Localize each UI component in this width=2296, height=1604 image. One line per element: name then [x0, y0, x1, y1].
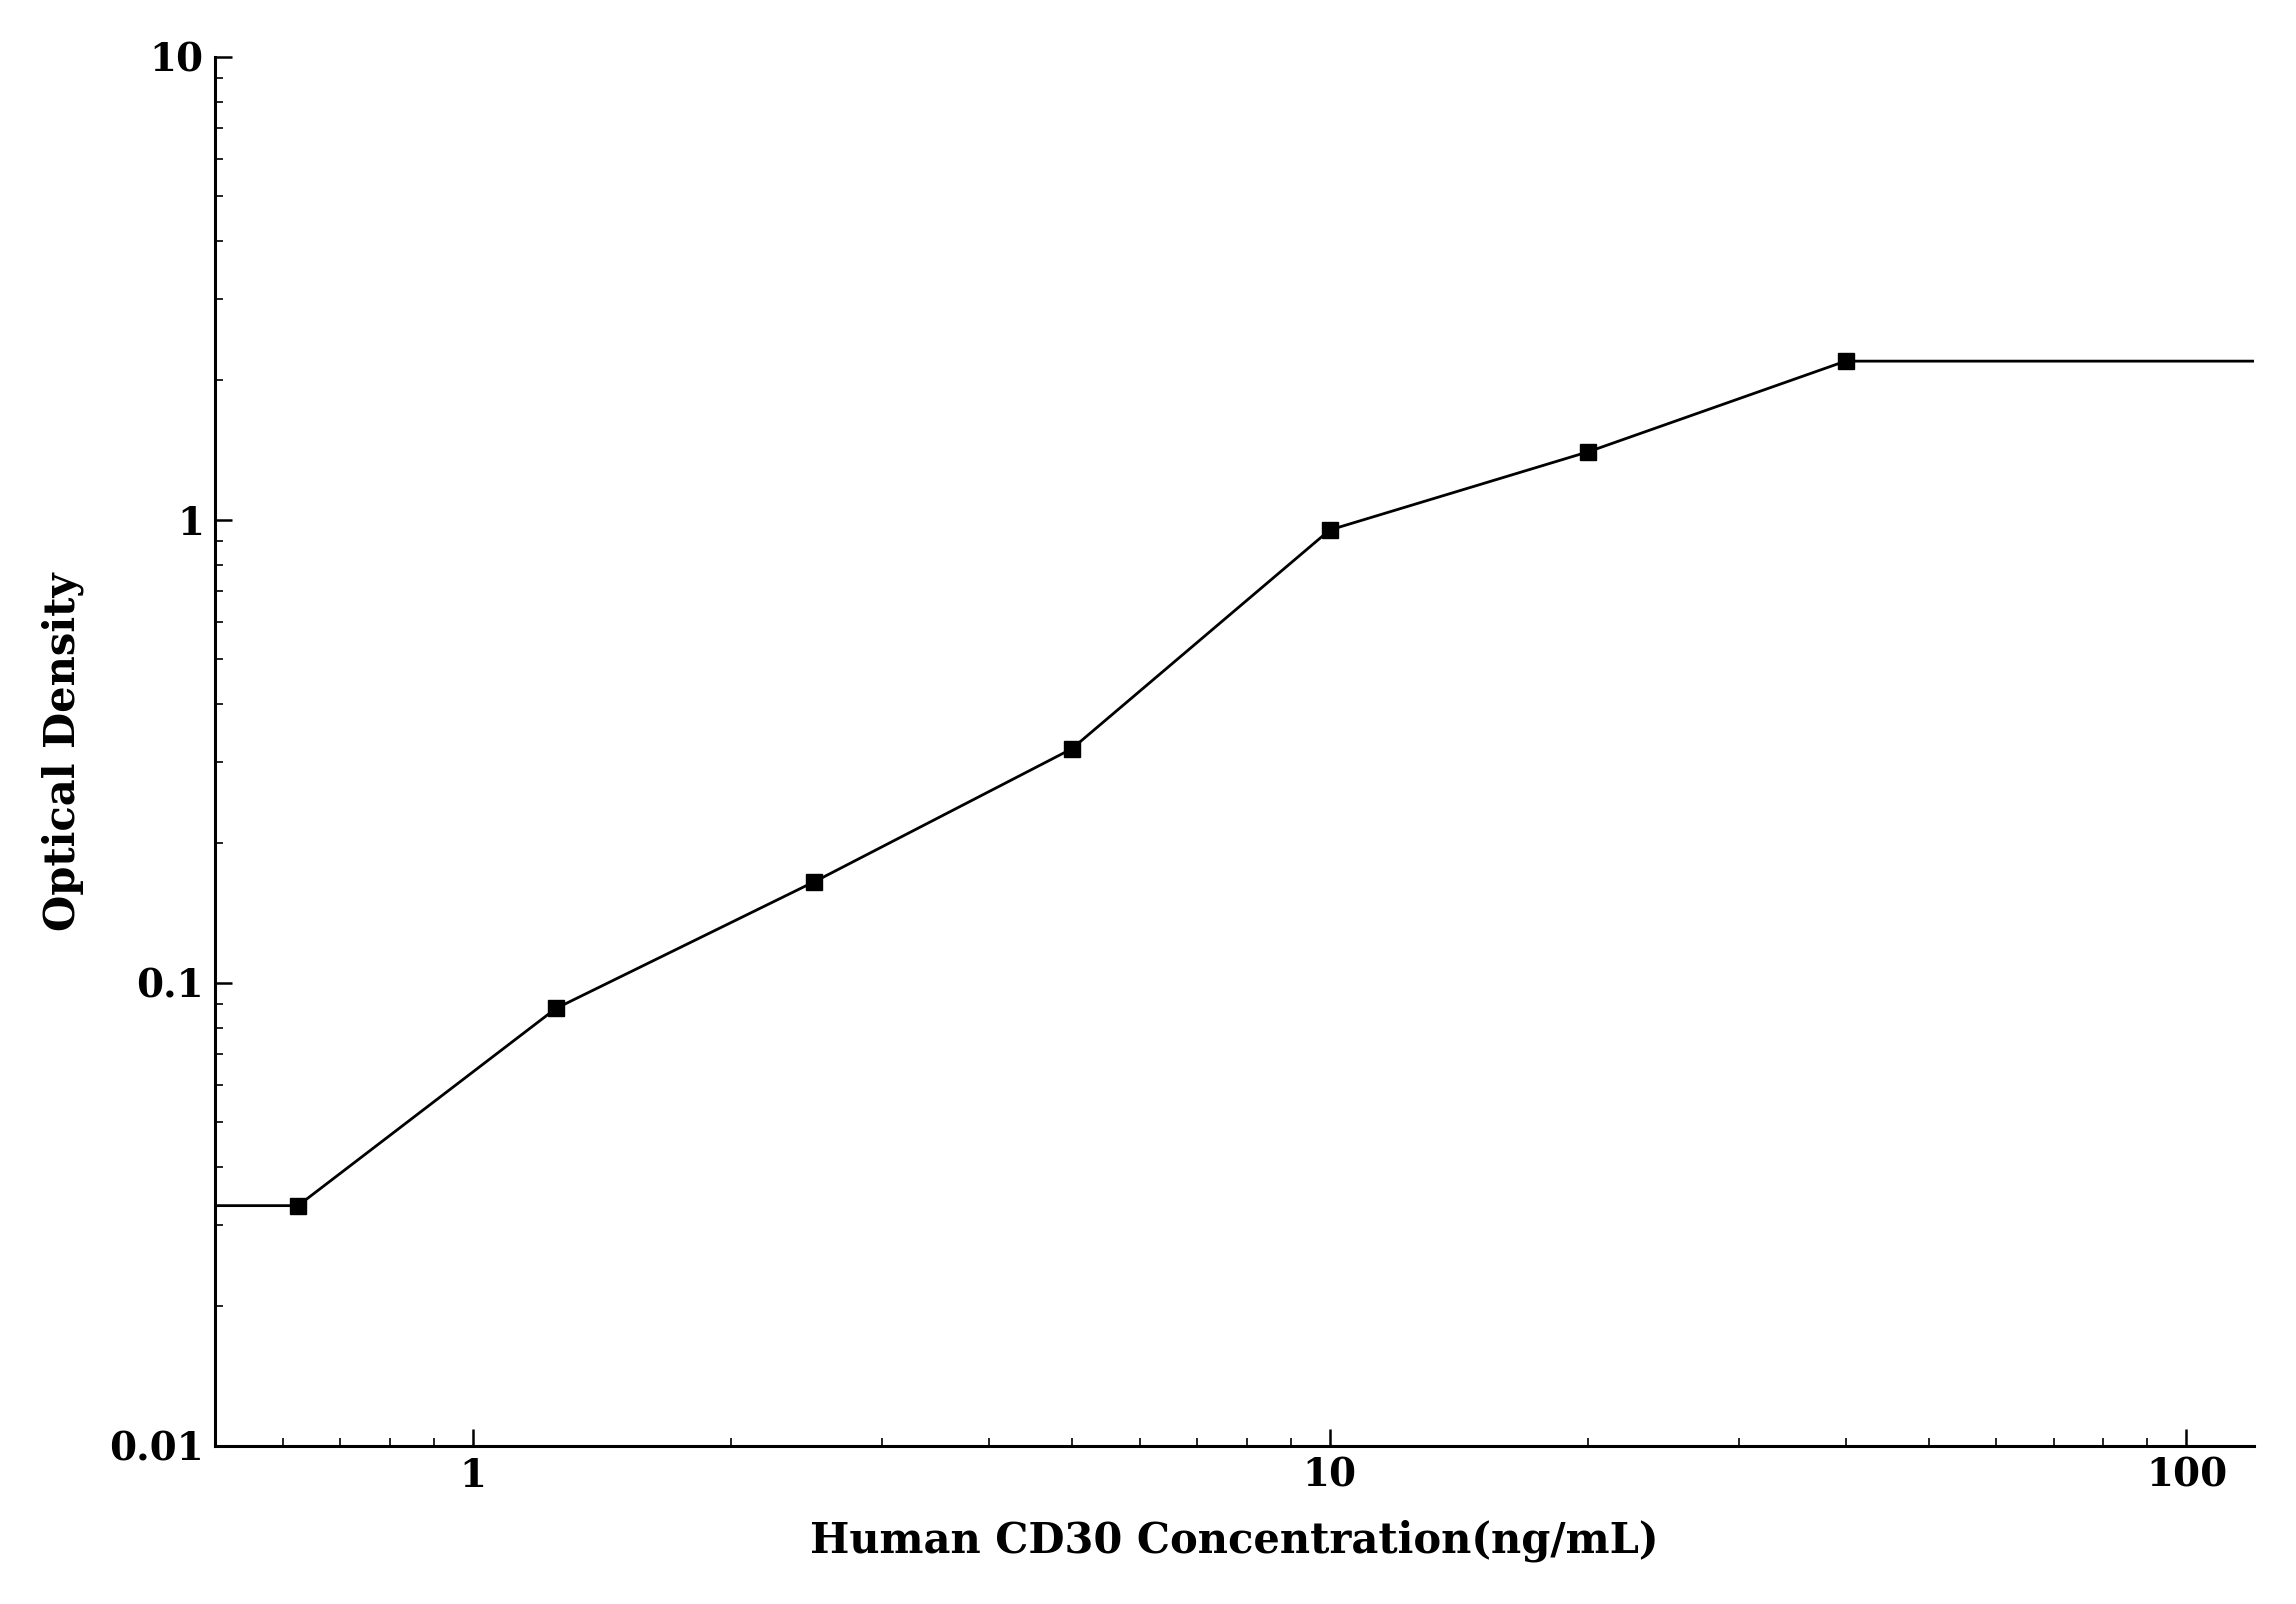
- X-axis label: Human CD30 Concentration(ng/mL): Human CD30 Concentration(ng/mL): [810, 1521, 1660, 1562]
- Y-axis label: Optical Density: Optical Density: [41, 573, 85, 930]
